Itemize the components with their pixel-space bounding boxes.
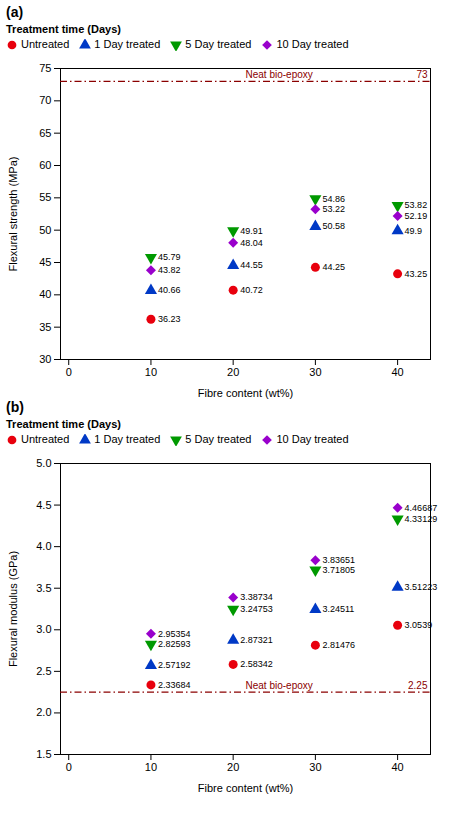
svg-text:3.0: 3.0 (36, 623, 51, 635)
svg-text:Fibre content (wt%): Fibre content (wt%) (198, 387, 293, 399)
svg-text:3.38734: 3.38734 (240, 592, 273, 602)
svg-text:50.58: 50.58 (322, 221, 345, 231)
svg-text:3.24753: 3.24753 (240, 604, 273, 614)
svg-text:10: 10 (145, 366, 157, 378)
html-text:5 Day treated: 5 Day treated (185, 38, 252, 50)
svg-text:60: 60 (39, 159, 51, 171)
html-text:Untreated: Untreated (21, 433, 70, 445)
svg-text:Flexural modulus (GPa): Flexural modulus (GPa) (7, 551, 19, 667)
svg-text:10: 10 (145, 761, 157, 773)
svg-text:48.04: 48.04 (240, 238, 263, 248)
svg-text:4.33129: 4.33129 (405, 514, 438, 524)
svg-text:53.22: 53.22 (322, 204, 345, 214)
svg-text:Fibre content (wt%): Fibre content (wt%) (198, 782, 293, 794)
svg-text:Flexural strength (MPa): Flexural strength (MPa) (7, 157, 19, 272)
svg-text:44.25: 44.25 (322, 262, 345, 272)
svg-text:3.71805: 3.71805 (322, 565, 355, 575)
svg-text:70: 70 (39, 94, 51, 106)
svg-text:2.58342: 2.58342 (240, 659, 273, 669)
svg-text:35: 35 (39, 321, 51, 333)
svg-text:30: 30 (39, 353, 51, 365)
svg-text:30: 30 (309, 761, 321, 773)
svg-text:65: 65 (39, 127, 51, 139)
svg-text:3.51223: 3.51223 (405, 582, 438, 592)
svg-text:0: 0 (66, 761, 72, 773)
html-text:(a): (a) (6, 4, 24, 20)
svg-text:3.24511: 3.24511 (322, 604, 354, 614)
html-text:1 Day treated: 1 Day treated (94, 433, 161, 445)
svg-text:20: 20 (227, 366, 239, 378)
svg-text:5.0: 5.0 (36, 457, 51, 469)
svg-text:40.66: 40.66 (158, 285, 181, 295)
svg-text:45.79: 45.79 (158, 252, 181, 262)
svg-text:30: 30 (309, 366, 321, 378)
svg-text:3.83651: 3.83651 (322, 555, 355, 565)
svg-text:49.9: 49.9 (405, 226, 423, 236)
svg-text:3.5: 3.5 (36, 582, 51, 594)
svg-text:49.91: 49.91 (240, 226, 263, 236)
svg-text:40.72: 40.72 (240, 285, 263, 295)
svg-text:2.0: 2.0 (36, 706, 51, 718)
svg-text:75: 75 (39, 62, 51, 74)
svg-text:2.81476: 2.81476 (322, 640, 355, 650)
svg-text:53.82: 53.82 (405, 200, 428, 210)
svg-text:0: 0 (66, 366, 72, 378)
html-text:10 Day treated: 10 Day treated (276, 433, 349, 445)
svg-text:40: 40 (39, 288, 51, 300)
svg-text:36.23: 36.23 (158, 314, 181, 324)
html-text:(b): (b) (6, 399, 24, 415)
svg-text:50: 50 (39, 224, 51, 236)
svg-text:2.82593: 2.82593 (158, 639, 191, 649)
svg-text:4.46687: 4.46687 (405, 503, 438, 513)
svg-text:2.5: 2.5 (36, 665, 51, 677)
html-text:Treatment time (Days): Treatment time (Days) (6, 23, 121, 35)
svg-text:43.82: 43.82 (158, 265, 181, 275)
svg-text:2.57192: 2.57192 (158, 660, 191, 670)
svg-text:2.33684: 2.33684 (158, 680, 191, 690)
svg-text:2.25: 2.25 (408, 680, 428, 691)
html-text:Untreated: Untreated (21, 38, 70, 50)
svg-text:54.86: 54.86 (322, 194, 345, 204)
svg-text:3.0539: 3.0539 (405, 620, 433, 630)
svg-text:40: 40 (391, 761, 403, 773)
svg-text:Neat bio-epoxy: Neat bio-epoxy (246, 69, 313, 80)
svg-text:44.55: 44.55 (240, 260, 263, 270)
svg-text:2.87321: 2.87321 (240, 635, 273, 645)
svg-text:55: 55 (39, 191, 51, 203)
svg-text:73: 73 (416, 69, 428, 80)
svg-text:40: 40 (391, 366, 403, 378)
svg-text:2.95354: 2.95354 (158, 629, 191, 639)
svg-text:1.5: 1.5 (36, 748, 51, 760)
html-text:1 Day treated: 1 Day treated (94, 38, 161, 50)
svg-text:52.19: 52.19 (405, 211, 428, 221)
html-text:5 Day treated: 5 Day treated (185, 433, 252, 445)
svg-text:20: 20 (227, 761, 239, 773)
svg-text:4.0: 4.0 (36, 540, 51, 552)
html-text:Treatment time (Days): Treatment time (Days) (6, 418, 121, 430)
svg-text:4.5: 4.5 (36, 499, 51, 511)
svg-text:Neat bio-epoxy: Neat bio-epoxy (246, 680, 313, 691)
svg-text:45: 45 (39, 256, 51, 268)
html-text:10 Day treated: 10 Day treated (276, 38, 349, 50)
svg-text:43.25: 43.25 (405, 269, 428, 279)
